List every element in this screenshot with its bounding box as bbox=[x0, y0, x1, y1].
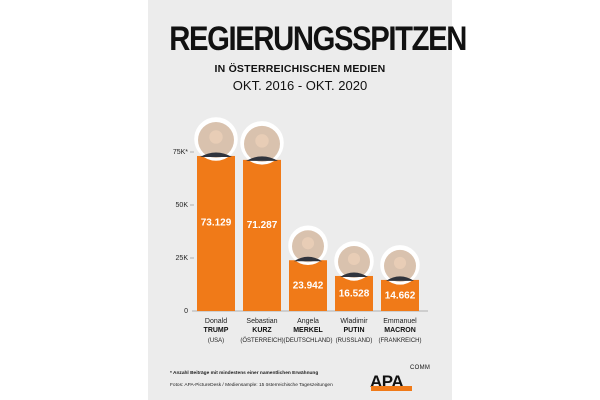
category-first-name: Angela bbox=[297, 318, 319, 325]
category-country: (RUSSLAND) bbox=[336, 338, 373, 344]
category-last-name: PUTIN bbox=[344, 327, 365, 334]
bar-chart: 0 25K 50K 75K* 73.129 Donald TRUMP (USA) 71.287… bbox=[173, 117, 428, 344]
bar-value-label: 73.129 bbox=[201, 218, 232, 229]
y-tick-label: 75K* bbox=[173, 149, 188, 156]
trump-photo-face bbox=[209, 130, 223, 144]
putin-photo-suit bbox=[340, 272, 368, 277]
photo-credit: Fotos: APA-PictureDesk / Mediensample: 1… bbox=[170, 383, 333, 388]
bar-merkel bbox=[289, 260, 327, 311]
bar-value-label: 71.287 bbox=[247, 220, 278, 231]
category-country: (ÖSTERREICH) bbox=[240, 337, 283, 344]
category-first-name: Wladimir bbox=[340, 318, 368, 325]
bar-trump bbox=[197, 155, 235, 311]
trump-photo-suit bbox=[200, 152, 232, 157]
bar-value-label: 16.528 bbox=[339, 288, 370, 299]
bar-value-label: 14.662 bbox=[385, 290, 416, 301]
y-tick-label: 25K bbox=[176, 255, 189, 262]
category-last-name: MERKEL bbox=[293, 327, 323, 334]
kurz-photo-suit bbox=[246, 156, 278, 161]
category-country: (USA) bbox=[208, 338, 224, 344]
logo-bar bbox=[371, 386, 412, 391]
category-first-name: Sebastian bbox=[246, 318, 277, 325]
category-last-name: TRUMP bbox=[204, 327, 229, 334]
footnote: * Anzahl Beiträge mit mindestens einer n… bbox=[170, 371, 319, 376]
category-last-name: KURZ bbox=[252, 327, 272, 334]
category-last-name: MACRON bbox=[384, 327, 416, 334]
category-country: (DEUTSCHLAND) bbox=[283, 338, 332, 344]
category-first-name: Donald bbox=[205, 318, 227, 325]
bar-kurz bbox=[243, 159, 281, 311]
merkel-photo-face bbox=[301, 237, 315, 250]
bar-value-label: 23.942 bbox=[293, 281, 324, 292]
category-country: (FRANKREICH) bbox=[379, 338, 422, 344]
macron-photo-suit bbox=[386, 276, 414, 281]
y-tick-label: 0 bbox=[184, 308, 188, 315]
category-first-name: Emmanuel bbox=[383, 318, 417, 325]
chart-period: OKT. 2016 - OKT. 2020 bbox=[232, 78, 368, 93]
bar-macron bbox=[381, 279, 419, 311]
macron-photo-face bbox=[393, 256, 407, 269]
chart-title: REGIERUNGSSPITZEN bbox=[169, 20, 467, 58]
infographic-card: REGIERUNGSSPITZEN IN ÖSTERREICHISCHEN ME… bbox=[148, 0, 467, 400]
apa-comm-logo: APA COMM bbox=[370, 365, 430, 393]
bars: 73.129 Donald TRUMP (USA) 71.287 Sebastian KUR… bbox=[194, 117, 422, 344]
kurz-photo-face bbox=[255, 134, 269, 148]
logo-comm: COMM bbox=[410, 365, 431, 371]
y-tick-label: 50K bbox=[176, 202, 189, 209]
putin-photo-face bbox=[347, 252, 361, 266]
merkel-photo-suit bbox=[294, 256, 322, 262]
chart-subtitle: IN ÖSTERREICHISCHEN MEDIEN bbox=[214, 63, 386, 75]
bar-putin bbox=[335, 275, 373, 311]
